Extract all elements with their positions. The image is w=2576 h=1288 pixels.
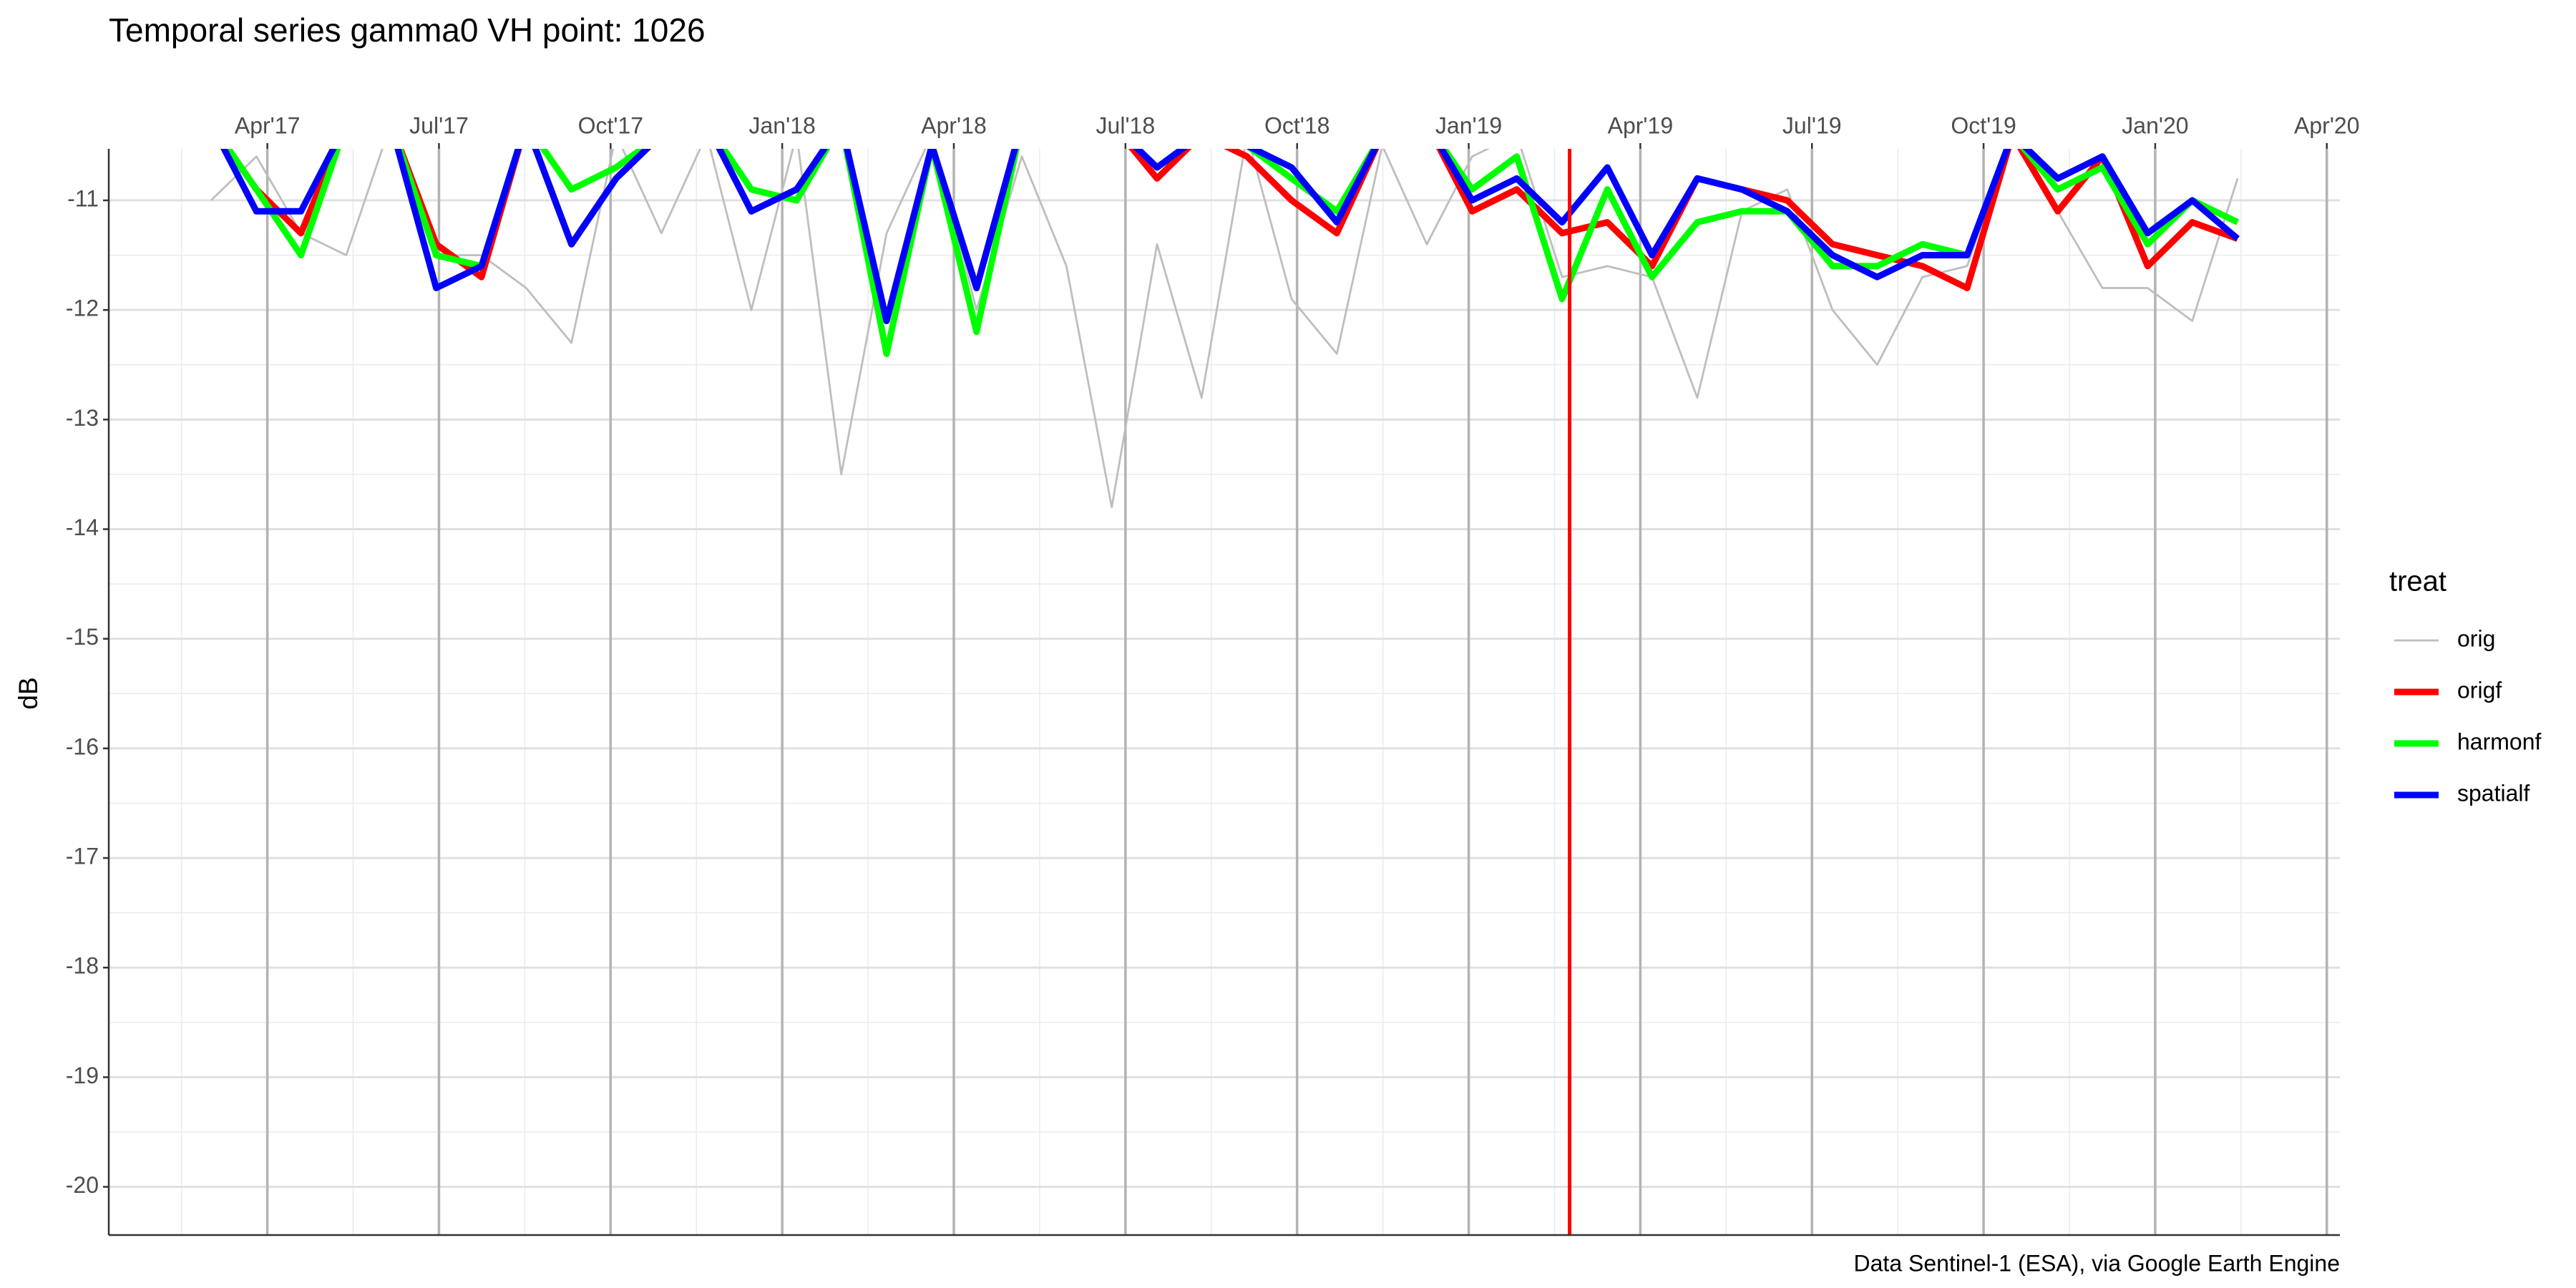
plot-lines xyxy=(210,149,2240,1235)
y-tick-label: -19 xyxy=(66,1063,99,1088)
legend-label: spatialf xyxy=(2457,780,2530,806)
series-line xyxy=(220,149,2240,324)
y-tick-label: -11 xyxy=(67,185,99,211)
y-tick-label: -20 xyxy=(66,1172,99,1198)
legend-label: orig xyxy=(2457,625,2495,651)
x-tick-label: Jul'17 xyxy=(409,112,469,138)
y-tick-label: -13 xyxy=(66,405,99,431)
x-tick-label: Jul'19 xyxy=(1782,112,1842,138)
x-tick-label: Apr'20 xyxy=(2294,112,2360,138)
x-tick-label: Apr'18 xyxy=(921,112,987,138)
plot-panel xyxy=(109,149,2340,1235)
legend-label: origf xyxy=(2457,677,2502,703)
x-tick-label: Oct'18 xyxy=(1264,112,1330,138)
caption: Data Sentinel-1 (ESA), via Google Earth … xyxy=(1854,1250,2340,1276)
y-tick-label: -17 xyxy=(66,844,99,869)
x-tick-label: Apr'17 xyxy=(235,112,301,138)
x-tick-label: Jan'19 xyxy=(1435,112,1502,138)
x-tick-label: Jan'18 xyxy=(749,112,816,138)
series-line xyxy=(210,149,2239,509)
legend-label: harmonf xyxy=(2457,728,2542,754)
x-tick-label: Apr'19 xyxy=(1608,112,1674,138)
x-tick-label: Jan'20 xyxy=(2122,112,2188,138)
x-tick-label: Jul'18 xyxy=(1096,112,1156,138)
x-tick-label: Oct'17 xyxy=(578,112,643,138)
y-tick-label: -14 xyxy=(66,514,99,540)
series-line xyxy=(224,149,2240,357)
y-tick-label: -12 xyxy=(66,296,99,321)
y-tick-label: -16 xyxy=(66,733,99,759)
y-tick-label: -18 xyxy=(66,953,99,979)
y-axis-label: dB xyxy=(14,677,43,709)
chart-title: Temporal series gamma0 VH point: 1026 xyxy=(109,11,706,49)
y-tick-label: -15 xyxy=(66,624,99,650)
x-tick-label: Oct'19 xyxy=(1951,112,2016,138)
legend-title: treat xyxy=(2389,566,2446,597)
